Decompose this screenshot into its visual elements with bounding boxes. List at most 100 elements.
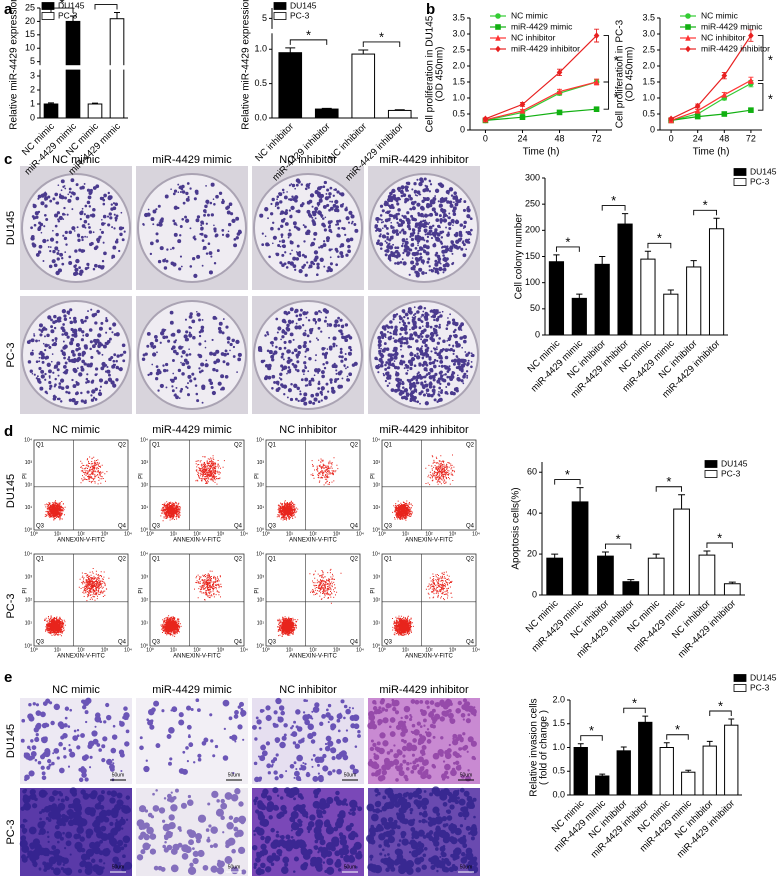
y-tick-label: 2.0 xyxy=(452,60,465,70)
flow-plot xyxy=(381,439,477,531)
error-bar xyxy=(577,743,584,748)
x-tick-label: 0 xyxy=(669,133,674,143)
flow-x-tick: 10¹ xyxy=(402,647,410,653)
flow-x-label: ANNEXIN-V-FITC xyxy=(173,654,221,660)
bar xyxy=(546,557,564,596)
colonies xyxy=(142,182,242,278)
cells xyxy=(136,788,247,875)
point xyxy=(556,69,563,76)
bar xyxy=(87,103,103,119)
bar xyxy=(708,228,725,336)
legend-swatch xyxy=(41,12,55,20)
error-bar xyxy=(706,740,713,747)
quadrant-label: Q1 xyxy=(36,557,45,563)
flow-x-tick: 10¹ xyxy=(54,531,62,537)
plate xyxy=(137,173,247,283)
bar xyxy=(681,771,696,796)
significance-bracket xyxy=(554,479,581,485)
legend-label: PC-3 xyxy=(750,682,770,692)
flow-x-tick: 10³ xyxy=(449,531,457,537)
scale-bar-label: 50um xyxy=(112,864,125,870)
bar xyxy=(698,554,716,596)
quadrant-label: Q1 xyxy=(384,557,393,563)
y-tick-label: 3.0 xyxy=(452,28,465,38)
legend-marker xyxy=(685,34,691,41)
point xyxy=(721,72,728,79)
quadrant-label: Q4 xyxy=(350,640,359,646)
significance-bracket xyxy=(601,205,626,211)
flow-y-tick: 10² xyxy=(25,482,33,488)
flow-x-tick: 10² xyxy=(193,531,201,537)
y-tick-label: 20 xyxy=(25,16,35,26)
legend-label: miR-4429 inhibitor xyxy=(511,43,580,53)
flow-y-tick: 10⁴ xyxy=(372,551,380,557)
legend-label: miR-4429 mimic xyxy=(511,21,573,31)
flow-y-tick: 10³ xyxy=(373,460,381,466)
error-bar xyxy=(728,581,736,584)
x-axis-label: Time (h) xyxy=(693,147,730,158)
significance-bracket xyxy=(362,41,401,47)
point xyxy=(519,101,526,108)
y-tick-label: 5 xyxy=(262,13,267,23)
quadrant-label: Q2 xyxy=(466,443,475,449)
bar xyxy=(702,745,717,796)
error-bar xyxy=(599,773,606,776)
legend-label: NC mimic xyxy=(701,10,739,20)
legend-label: miR-4429 mimic xyxy=(701,21,763,31)
series-line xyxy=(485,35,598,120)
quadrant-label: Q3 xyxy=(384,640,393,646)
flow-plot xyxy=(381,553,477,647)
x-tick-label: 72 xyxy=(592,133,602,143)
legend-swatch xyxy=(704,470,718,478)
flow-x-tick: 10⁰ xyxy=(262,647,270,653)
flow-y-tick: 10¹ xyxy=(141,620,149,626)
flow-x-tick: 10⁴ xyxy=(472,531,480,537)
legend-label: DU145 xyxy=(58,0,85,10)
flow-y-tick: 10¹ xyxy=(373,620,381,626)
scale-bar-label: 50um xyxy=(228,864,241,870)
flow-y-tick: 10⁴ xyxy=(256,437,264,443)
panel-label: e xyxy=(4,669,12,686)
flow-x-tick: 10³ xyxy=(333,647,341,653)
x-tick-label: 0 xyxy=(483,133,488,143)
quadrant-label: Q1 xyxy=(268,443,277,449)
quadrant-label: Q4 xyxy=(234,640,243,646)
error-bar xyxy=(321,107,332,110)
bar xyxy=(686,266,702,336)
significance-bracket xyxy=(709,710,732,716)
events xyxy=(277,568,342,637)
significance-label: * xyxy=(611,193,616,208)
legend-swatch xyxy=(733,178,747,186)
error-bar xyxy=(551,553,559,559)
y-tick-label: 15 xyxy=(25,29,35,39)
error-bar xyxy=(576,293,583,299)
quadrant-label: Q3 xyxy=(36,640,45,646)
flow-y-tick: 10¹ xyxy=(25,620,33,626)
error-bar xyxy=(678,494,686,510)
y-tick-label: 100 xyxy=(525,277,540,287)
legend-swatch xyxy=(733,684,747,692)
error-bar xyxy=(553,254,560,262)
y-axis-label: (OD 450nm) xyxy=(435,46,446,101)
significance-bracket xyxy=(289,39,328,45)
x-tick-label: 48 xyxy=(555,133,565,143)
flow-y-tick: 10⁴ xyxy=(140,551,148,557)
error-bar xyxy=(663,742,670,748)
x-tick-label: 72 xyxy=(746,133,756,143)
flow-x-label: ANNEXIN-V-FITC xyxy=(289,654,337,660)
flow-x-label: ANNEXIN-V-FITC xyxy=(57,654,105,660)
column-header: NC inhibitor xyxy=(279,424,337,436)
bar xyxy=(594,263,610,336)
error-bar xyxy=(652,553,660,559)
bar xyxy=(724,724,739,796)
flow-y-tick: 10⁰ xyxy=(140,643,148,649)
error-bar xyxy=(627,579,635,582)
significance-bracket xyxy=(555,246,580,252)
legend-label: DU145 xyxy=(290,0,317,10)
events xyxy=(160,455,225,522)
significance-label: * xyxy=(657,231,662,246)
flow-x-tick: 10² xyxy=(193,647,201,653)
colonies xyxy=(30,178,126,277)
flow-x-tick: 10⁴ xyxy=(356,531,364,537)
quadrant-label: Q1 xyxy=(268,557,277,563)
